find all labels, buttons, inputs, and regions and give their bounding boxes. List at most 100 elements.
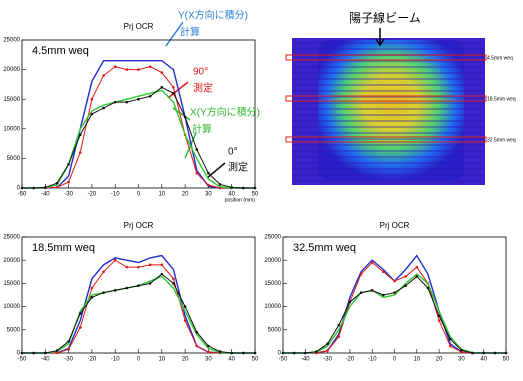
x-tick-label: -30 [64,192,73,198]
data-point [102,107,105,110]
data-point [416,275,419,278]
series-line [22,67,255,188]
x-tick-label: 0 [137,357,141,363]
data-point [326,349,329,352]
data-point [494,352,497,355]
annotation: 測定 [228,161,248,174]
data-point [79,326,82,329]
data-point [67,163,70,166]
data-point [184,305,187,308]
series-line [22,260,255,353]
data-point [382,294,385,297]
chart-label: 18.5mm weq [32,242,95,254]
data-point [404,275,407,278]
data-point [32,187,35,190]
x-tick-label: -10 [111,357,120,363]
data-point [219,183,222,186]
x-tick-label: -30 [323,357,332,363]
series-line [22,276,255,353]
data-point [102,271,105,274]
data-point [326,342,329,345]
image-label: 4.5mm weq [487,55,513,61]
chart-title: Prj OCR [124,221,154,230]
data-point [161,273,164,276]
y-tick-label: 20000 [3,67,20,73]
data-point [371,261,374,264]
data-point [91,296,94,299]
y-tick-label: 10000 [3,304,20,310]
y-tick-label: 25000 [3,38,20,44]
image-label: 18.5mm weq [487,96,516,102]
data-point [460,349,463,352]
data-point [21,187,24,190]
x-tick-label: 30 [205,357,212,363]
y-tick-label: 5000 [268,327,282,333]
x-tick-label: 30 [205,192,212,198]
data-point [349,301,352,304]
annotation: 計算 [192,123,212,136]
data-point [449,345,452,348]
x-tick-label: -50 [18,192,27,198]
data-point [393,291,396,294]
data-point [149,95,152,98]
data-point [56,186,59,189]
x-tick-label: 40 [228,357,235,363]
data-point [416,266,419,269]
data-point [91,113,94,116]
x-tick-label: -40 [41,357,50,363]
y-tick-label: 5000 [7,156,21,162]
x-tick-label: 20 [436,357,443,363]
data-point [102,291,105,294]
data-point [79,133,82,136]
data-point [293,352,296,355]
data-point [161,86,164,89]
x-tick-label: -40 [41,192,50,198]
series-line [283,263,506,353]
data-point [172,86,175,89]
image-label: 32.5mm weq [487,137,516,143]
data-point [149,264,152,267]
data-point [91,287,94,290]
y-tick-label: 15000 [264,281,281,287]
y-tick-label: 5000 [7,327,21,333]
x-tick-label: 20 [182,357,189,363]
data-point [207,184,210,187]
y-tick-label: 20000 [264,258,281,264]
data-point [172,277,175,280]
chart-title: Prj OCR [124,22,154,31]
x-tick-label: -40 [301,357,310,363]
annotation: X(Y方向に積分) [190,106,260,119]
data-point [79,151,82,154]
series-line [22,87,255,188]
data-point [195,148,198,151]
data-point [67,348,70,351]
data-point [56,182,59,185]
x-tick-label: 0 [393,357,397,363]
data-point [219,350,222,353]
data-point [360,273,363,276]
data-point [471,352,474,355]
annotation: 90° [193,67,208,78]
data-point [21,352,24,355]
data-point [161,264,164,267]
data-point [67,181,70,184]
x-tick-label: -50 [18,357,27,363]
data-point [282,352,285,355]
x-tick-label: -50 [279,357,288,363]
data-point [230,186,233,189]
y-tick-label: 25000 [3,235,20,241]
figure: 陽子線ビーム 4.5mm weq 18.5mm weq 32.5mm weq P… [0,0,523,381]
arrow [207,163,225,178]
image-title: 陽子線ビーム [349,10,421,25]
data-point [137,68,140,71]
data-point [32,352,35,355]
data-point [304,352,307,355]
data-point [449,338,452,341]
data-point [56,349,59,352]
data-point [126,287,129,290]
beam-image: 陽子線ビーム 4.5mm weq 18.5mm weq 32.5mm weq [286,10,516,185]
data-point [137,284,140,287]
data-point [438,315,441,318]
data-point [337,324,340,327]
data-point [79,312,82,315]
